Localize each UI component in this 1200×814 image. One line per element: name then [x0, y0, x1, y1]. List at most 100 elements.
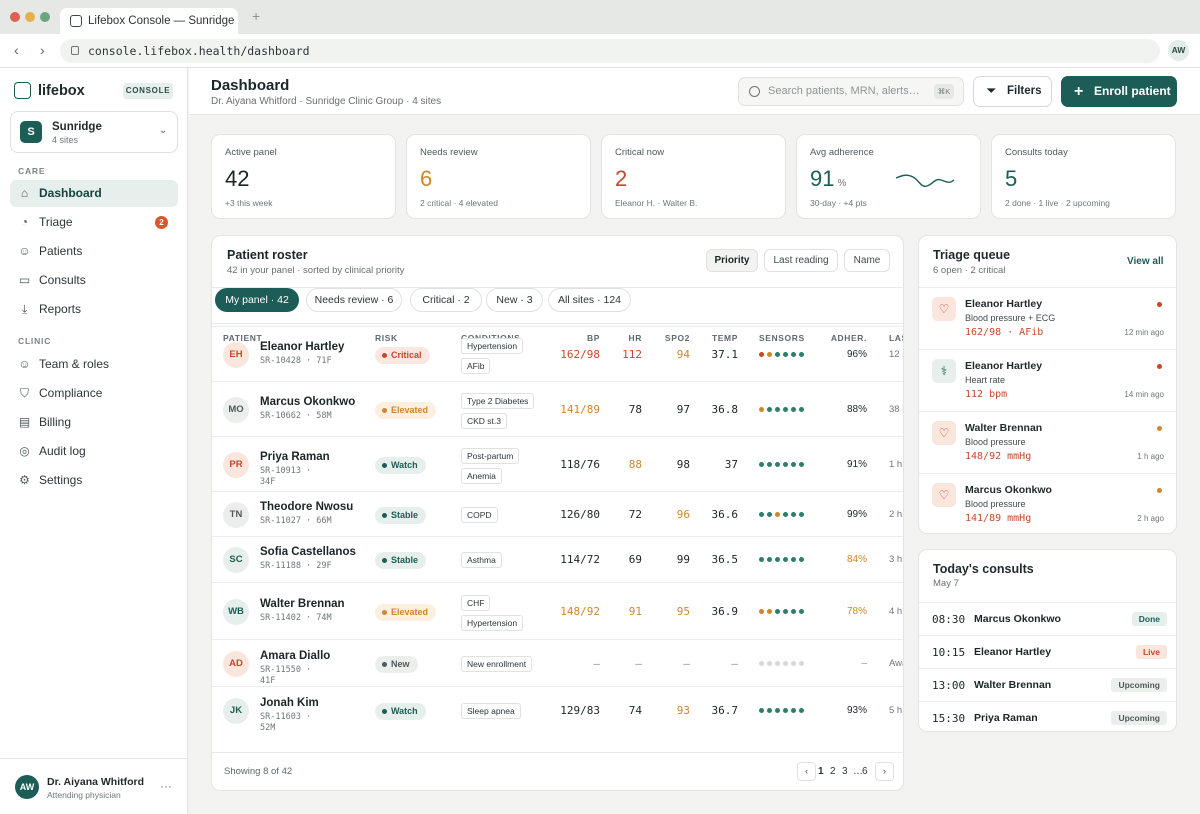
sort-priority[interactable]: Priority — [706, 249, 758, 272]
org-switcher[interactable]: S Sunridge 4 sites ⌄ — [10, 111, 178, 153]
sidebar-item-billing[interactable]: ▤ Billing — [10, 409, 178, 436]
sensor-dot — [799, 406, 804, 412]
column-header[interactable]: BP — [586, 333, 600, 343]
table-row[interactable]: AD Amara Diallo SR-11550 · 41F New New enrol… — [212, 639, 903, 686]
patient-name[interactable]: Priya Raman — [260, 450, 330, 463]
sensor-dot — [767, 351, 772, 357]
close-window-dot[interactable] — [10, 12, 20, 22]
search-icon — [749, 86, 760, 97]
sidebar-item-patients[interactable]: ☺ Patients — [10, 238, 178, 265]
sidebar-item-team-roles[interactable]: ☺ Team & roles — [10, 351, 178, 378]
table-row[interactable]: MO Marcus Okonkwo SR-10662 · 58M Elevated Ty… — [212, 381, 903, 436]
triage-item[interactable]: ♡ Walter Brennan Blood pressure 148/92 mmHg… — [919, 411, 1176, 473]
prev-page-button[interactable]: ‹ — [797, 762, 816, 781]
patient-name[interactable]: Amara Diallo — [260, 649, 331, 662]
forward-icon[interactable]: › — [40, 42, 45, 58]
vital-temp: 37.1 — [711, 347, 739, 361]
enroll-patient-button[interactable]: + Enroll patient — [1061, 76, 1177, 107]
column-header[interactable]: PATIENT — [223, 333, 263, 343]
more-icon[interactable]: ··· — [160, 779, 172, 793]
sensor-dot — [767, 707, 772, 713]
patient-name[interactable]: Sofia Castellanos — [260, 546, 356, 558]
sensor-dot — [783, 406, 788, 412]
column-header[interactable]: TEMP — [711, 333, 738, 343]
column-header[interactable]: HR — [628, 333, 642, 343]
triage-item[interactable]: ♡ Marcus Okonkwo Blood pressure 141/89 mmHg… — [919, 473, 1176, 533]
sidebar-item-consults[interactable]: ▭ Consults — [10, 267, 178, 294]
triage-item[interactable]: ⚕ Eleanor Hartley Heart rate 112 bpm 14 min … — [919, 349, 1176, 411]
triage-item[interactable]: ♡ Eleanor Hartley Blood pressure + ECG 162/… — [919, 287, 1176, 349]
sensor-dot — [791, 608, 796, 614]
column-header[interactable]: SENSORS — [759, 333, 805, 343]
search-input[interactable]: Search patients, MRN, alerts… ⌘K — [738, 77, 964, 106]
table-row[interactable]: TN Theodore Nwosu SR-11027 · 66M Stable COPD… — [212, 491, 903, 536]
severity-dot — [1157, 426, 1162, 431]
filter-chip[interactable]: Critical · 2 — [410, 288, 482, 312]
page-number[interactable]: 3 — [842, 766, 848, 777]
consult-item[interactable]: 08:30 Marcus Okonkwo Done — [919, 602, 1176, 635]
page-number[interactable]: 2 — [830, 766, 836, 777]
filter-chip[interactable]: All sites · 124 — [548, 288, 631, 312]
page-number[interactable]: 6 — [862, 766, 868, 777]
page-number[interactable]: 1 — [818, 766, 824, 777]
back-icon[interactable]: ‹ — [14, 42, 19, 58]
vital-temp: 36.6 — [711, 507, 739, 521]
minimize-window-dot[interactable] — [25, 12, 35, 22]
table-row[interactable]: JK Jonah Kim SR-11603 · 52M Watch Sleep apne… — [212, 686, 903, 733]
sidebar-item-reports[interactable]: ⤓ Reports — [10, 296, 178, 323]
table-row[interactable]: WB Walter Brennan SR-11402 · 74M Elevated CH… — [212, 582, 903, 639]
sensor-dot — [767, 557, 772, 562]
url-field[interactable]: console.lifebox.health/dashboard — [60, 39, 1160, 63]
patient-name[interactable]: Theodore Nwosu — [260, 500, 354, 513]
sensor-dot — [799, 351, 804, 357]
consult-time: 10:15 — [932, 646, 966, 659]
patient-name[interactable]: Eleanor Hartley — [260, 340, 345, 353]
severity-dot — [1157, 364, 1162, 369]
patient-name[interactable]: Jonah Kim — [260, 696, 319, 709]
condition-tag: Hypertension — [461, 337, 524, 354]
consult-item[interactable]: 15:30 Priya Raman Upcoming — [919, 701, 1176, 731]
roster-title: Patient roster — [227, 248, 308, 262]
condition-tag: Asthma — [461, 552, 502, 568]
sort-last-reading[interactable]: Last reading — [764, 249, 838, 272]
column-header[interactable]: SPO2 — [664, 333, 690, 343]
consult-item[interactable]: 13:00 Walter Brennan Upcoming — [919, 668, 1176, 701]
last-reading: 2 h ago — [889, 508, 903, 520]
page-header: Dashboard Dr. Aiyana Whitford · Sunridge… — [189, 68, 1200, 115]
sort-name[interactable]: Name — [844, 249, 890, 272]
sidebar-item-settings[interactable]: ⚙ Settings — [10, 467, 178, 494]
patient-name[interactable]: Marcus Okonkwo — [260, 395, 356, 408]
sidebar-item-compliance[interactable]: ⛉ Compliance — [10, 380, 178, 407]
stat-value: 6 — [420, 166, 432, 192]
view-all-link[interactable]: View all — [1127, 256, 1164, 267]
maximize-window-dot[interactable] — [40, 12, 50, 22]
sensor-dot — [799, 511, 804, 517]
table-row[interactable]: PR Priya Raman SR-10913 · 34F Watch Post-par… — [212, 436, 903, 491]
table-row[interactable]: EH Eleanor Hartley SR-10428 · 71F Critical H… — [212, 326, 903, 381]
stat-label: Needs review — [420, 147, 478, 158]
column-header[interactable]: RISK — [375, 333, 398, 343]
sensor-dot — [791, 511, 796, 517]
user-profile[interactable]: AW Dr. Aiyana Whitford Attending physici… — [0, 758, 188, 814]
new-tab-icon[interactable]: + — [252, 8, 261, 24]
table-row[interactable]: SC Sofia Castellanos SR-11188 · 29F Stable A… — [212, 536, 903, 582]
sidebar-item-dashboard[interactable]: ⌂ Dashboard — [10, 180, 178, 207]
filter-chip[interactable]: Needs review · 6 — [306, 288, 402, 312]
filter-chip[interactable]: New · 3 — [486, 288, 543, 312]
browser-profile-avatar[interactable]: AW — [1168, 40, 1189, 61]
column-header[interactable]: LAST — [889, 333, 903, 343]
filter-chip[interactable]: My panel · 42 — [215, 288, 299, 312]
next-page-button[interactable]: › — [875, 762, 894, 781]
filters-button[interactable]: ⏷ Filters — [973, 76, 1052, 107]
patient-name[interactable]: Walter Brennan — [260, 597, 345, 610]
sensor-dot — [775, 660, 780, 666]
sidebar-item-triage[interactable]: ◔ Triage 2 — [10, 209, 178, 236]
sidebar-item-audit-log[interactable]: ◎ Audit log — [10, 438, 178, 465]
org-avatar: S — [20, 121, 42, 143]
consult-item[interactable]: 10:15 Eleanor Hartley Live — [919, 635, 1176, 668]
vital-spo2: 94 — [676, 347, 690, 361]
sensor-dot — [775, 461, 780, 467]
column-header[interactable]: ADHER. — [830, 333, 867, 343]
browser-tab[interactable]: Lifebox Console — Sunridge — [60, 8, 238, 34]
vital-temp: 36.7 — [711, 703, 739, 717]
